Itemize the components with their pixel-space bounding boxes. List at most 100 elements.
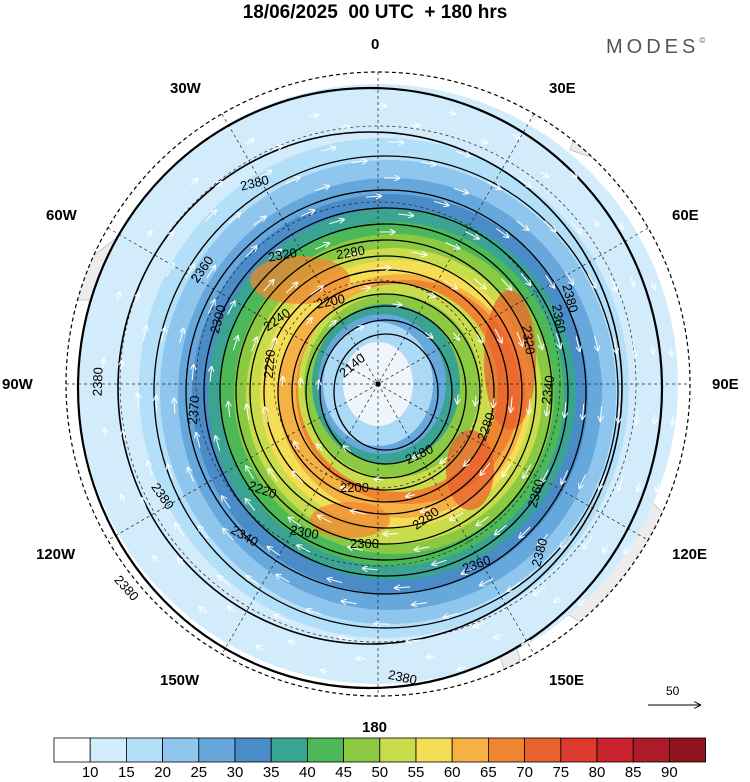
wind-vector <box>375 479 384 480</box>
wind-vector <box>555 333 560 348</box>
wind-vector <box>269 338 276 353</box>
lon-label-0: 0 <box>371 36 380 53</box>
wind-vector <box>228 607 236 613</box>
wind-vector <box>616 220 622 228</box>
height-contour <box>203 207 569 577</box>
wind-vector <box>245 139 254 143</box>
colorbar-tick-label: 45 <box>335 764 352 781</box>
wind-vector <box>570 221 581 233</box>
wind-vector <box>318 381 319 390</box>
lon-label-180: 180 <box>362 719 388 736</box>
wind-vector <box>624 545 630 554</box>
wind-vector <box>587 274 595 288</box>
wind-vector <box>175 523 184 537</box>
wind-vector <box>315 243 329 250</box>
wind-vector <box>282 377 283 386</box>
wind-vector <box>432 559 447 564</box>
wind-vector <box>464 458 471 466</box>
wind-vector <box>480 578 494 586</box>
wind-vector <box>433 200 449 205</box>
wind-vector <box>289 641 298 644</box>
wind-vector <box>354 326 363 330</box>
wind-vector <box>294 442 299 450</box>
wind-vector <box>600 405 602 421</box>
height-contour <box>291 293 481 491</box>
wind-vector <box>564 402 566 417</box>
wind-vector <box>215 436 221 451</box>
wind-vector <box>300 210 315 217</box>
colorbar-tick-label: 60 <box>443 764 461 781</box>
colorbar-tick-label: 85 <box>624 764 642 781</box>
wind-vector <box>518 178 531 187</box>
wind-vector <box>618 407 620 423</box>
wind-vector <box>210 367 212 382</box>
wind-vector <box>579 474 587 489</box>
wind-vector <box>592 218 599 226</box>
wind-vector <box>473 621 488 628</box>
wind-vector <box>636 409 638 425</box>
wind-vector <box>495 524 507 534</box>
wind-vector <box>486 181 500 189</box>
wind-vector <box>595 335 598 351</box>
brand-text: MODES <box>606 36 700 58</box>
wind-vector <box>285 177 300 185</box>
wind-vector <box>511 134 520 138</box>
wind-vector <box>285 283 297 294</box>
wind-vector <box>508 582 521 591</box>
wind-vector <box>351 161 367 163</box>
map-boundary <box>65 71 691 697</box>
contour-label: 2380 <box>239 172 271 194</box>
wind-vector <box>205 210 217 222</box>
wind-vector <box>190 179 198 186</box>
south-pole-dot <box>375 381 381 387</box>
wind-vector <box>305 318 312 326</box>
wind-vector <box>511 396 512 412</box>
wind-vector <box>246 499 256 511</box>
wind-vector <box>413 454 422 458</box>
colorbar-tick-label: 75 <box>552 764 570 781</box>
wind-vector <box>475 396 476 405</box>
wind-vector <box>340 127 349 128</box>
wind-vector <box>603 544 609 552</box>
wind-vector <box>196 433 201 448</box>
lon-label-120e: 120E <box>672 546 708 563</box>
wind-vector <box>297 545 311 553</box>
wind-vector <box>363 568 378 570</box>
wind-vector <box>339 637 354 640</box>
wind-vector <box>561 470 569 484</box>
wind-vector <box>265 408 268 423</box>
contour-label: 2320 <box>267 245 298 265</box>
wind-vector <box>631 277 635 286</box>
wind-vector <box>462 567 476 574</box>
wind-speed-field <box>66 72 690 696</box>
wind-vector <box>289 518 301 527</box>
contour-label: 2380 <box>387 667 418 688</box>
height-contours <box>76 86 664 690</box>
wind-vector <box>246 405 248 420</box>
wind-vector <box>547 400 548 416</box>
wind-vector <box>477 334 482 343</box>
wind-vector <box>328 321 336 328</box>
lon-label-60e: 60E <box>672 207 699 224</box>
height-contour <box>235 239 537 545</box>
wind-vector <box>274 615 289 622</box>
wind-vector <box>440 456 448 463</box>
wind-vector <box>178 558 184 566</box>
wind-vector <box>541 469 549 483</box>
wind-vector <box>609 277 616 291</box>
wind-vector <box>554 596 562 603</box>
colorbar-tick-label: 70 <box>516 764 533 781</box>
wind-vector <box>344 446 352 452</box>
lon-label-150e: 150E <box>549 672 585 689</box>
wind-vector <box>123 431 124 440</box>
contour-label: 2280 <box>335 243 366 263</box>
wind-vector <box>329 219 344 225</box>
wind-vector <box>672 416 673 425</box>
wind-vector <box>321 670 330 672</box>
wind-vector <box>103 359 104 368</box>
lon-label-90e: 90E <box>712 376 739 393</box>
wind-vector <box>246 576 259 586</box>
wind-vector <box>534 585 546 595</box>
wind-vector <box>444 612 459 617</box>
wind-vector <box>214 182 222 188</box>
